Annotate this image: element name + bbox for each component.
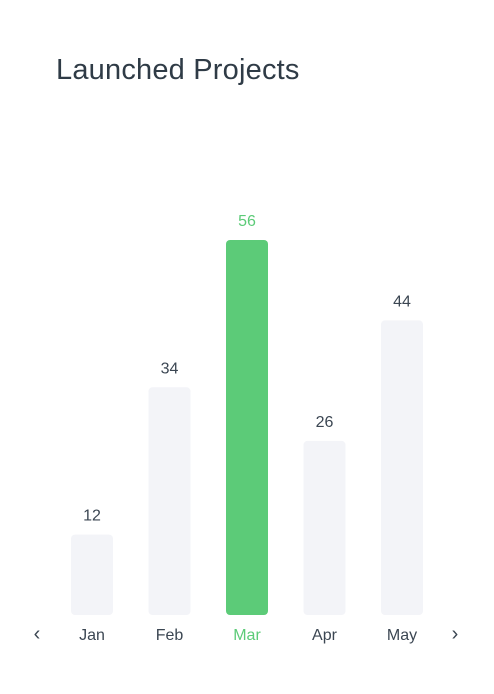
bar-may[interactable] [381, 320, 423, 615]
bar-mar[interactable] [226, 240, 268, 615]
bar-apr[interactable] [303, 440, 346, 615]
x-tick-label-apr[interactable]: Apr [312, 627, 338, 644]
bar-feb[interactable] [148, 387, 191, 615]
value-label-apr: 26 [316, 414, 334, 431]
value-label-feb: 34 [161, 360, 179, 377]
bar-jan[interactable] [71, 534, 113, 615]
chevron-left-icon[interactable]: ‹ [33, 623, 41, 645]
x-tick-label-jan[interactable]: Jan [79, 627, 105, 644]
x-tick-label-feb[interactable]: Feb [156, 627, 184, 644]
page-title: Launched Projects [56, 54, 300, 86]
value-label-may: 44 [393, 293, 411, 310]
x-tick-label-may[interactable]: May [387, 627, 417, 644]
chevron-right-icon[interactable]: › [451, 623, 459, 645]
value-label-mar: 56 [238, 213, 256, 230]
value-label-jan: 12 [83, 508, 101, 525]
x-tick-label-mar[interactable]: Mar [233, 627, 261, 644]
